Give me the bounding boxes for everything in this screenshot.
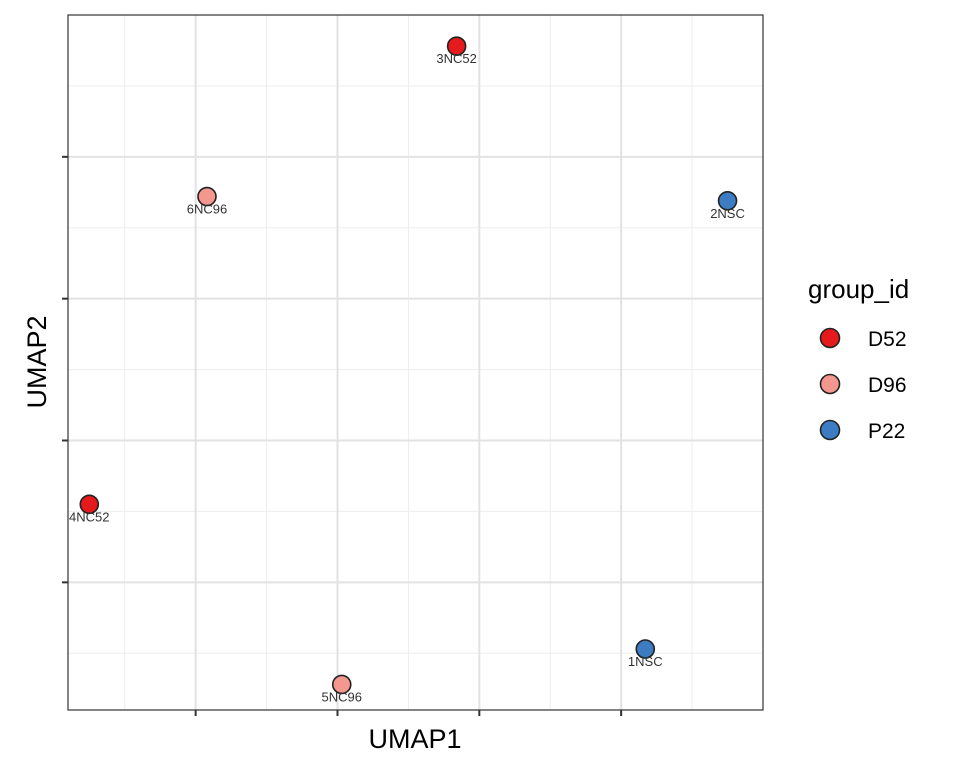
data-point-label: 6NC96 — [187, 202, 227, 217]
data-point — [79, 494, 100, 515]
plot-panel-border — [67, 14, 764, 711]
legend-label-p22: P22 — [868, 420, 905, 443]
axis-ticks — [62, 155, 623, 716]
y-axis-title: UMAP2 — [22, 315, 52, 408]
data-point — [197, 186, 217, 207]
legend-label-d96: D96 — [868, 374, 907, 397]
legend-key-p22 — [819, 419, 841, 441]
major-gridlines — [68, 15, 763, 710]
data-point-labels: 3NC52 6NC96 2NSC 4NC52 5NC96 1NSC — [69, 51, 745, 704]
data-point-label: 2NSC — [710, 206, 745, 221]
data-point — [446, 36, 467, 57]
x-axis-title: UMAP1 — [368, 724, 461, 754]
legend: group_id D52 D96 P22 — [808, 274, 909, 443]
legend-label-d52: D52 — [868, 328, 907, 351]
legend-title: group_id — [808, 274, 909, 304]
data-point-label: 4NC52 — [69, 509, 109, 524]
data-point-label: 3NC52 — [436, 51, 476, 66]
data-point — [331, 674, 352, 695]
data-point — [717, 191, 738, 211]
data-points — [79, 36, 738, 695]
legend-key-d52 — [819, 327, 841, 349]
minor-gridlines — [68, 15, 763, 710]
data-point-label: 1NSC — [628, 654, 663, 669]
data-point-label: 5NC96 — [322, 689, 362, 704]
data-point — [635, 639, 656, 659]
legend-key-d96 — [819, 373, 841, 395]
